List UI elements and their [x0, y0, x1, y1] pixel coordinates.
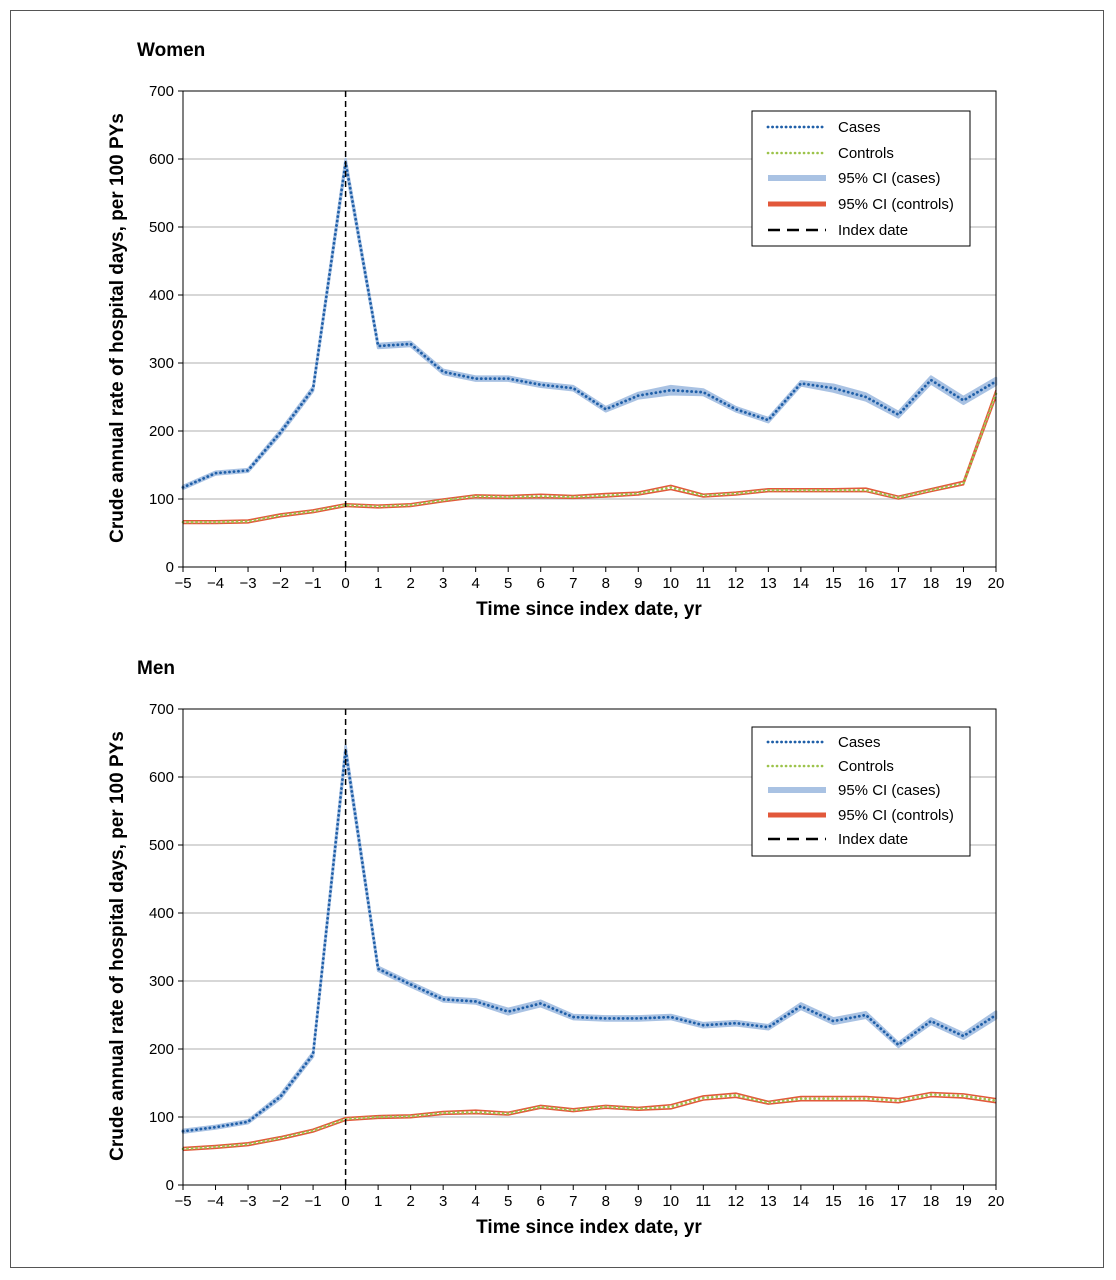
- controls-line: [183, 1095, 996, 1149]
- x-tick-label: 16: [858, 1193, 875, 1210]
- x-tick-label: 10: [662, 1193, 679, 1210]
- x-tick-label: 6: [537, 575, 545, 592]
- x-tick-label: 12: [727, 1193, 744, 1210]
- legend-label: Cases: [838, 119, 881, 136]
- x-tick-label: −2: [272, 575, 289, 592]
- controls-ci-upper-line: [183, 390, 996, 521]
- y-tick-label: 700: [149, 83, 174, 100]
- x-tick-label: 9: [634, 1193, 642, 1210]
- controls-line: [183, 394, 996, 523]
- y-tick-label: 0: [166, 559, 174, 576]
- x-tick-label: 13: [760, 575, 777, 592]
- x-tick-label: 11: [696, 1193, 712, 1210]
- x-tick-label: 4: [472, 1193, 480, 1210]
- x-tick-label: 0: [341, 575, 349, 592]
- x-tick-label: 4: [472, 575, 480, 592]
- x-tick-label: 9: [634, 575, 642, 592]
- x-tick-label: 7: [569, 575, 577, 592]
- panel-title: Men: [137, 658, 175, 679]
- controls-ci-lower-line: [183, 1097, 996, 1151]
- x-axis-ticks: −5−4−3−2−1012345678910111213141516171819…: [174, 567, 1004, 592]
- panel-men: Men 0100200300400500600700 −5−4−3−2−1012…: [107, 658, 1004, 1238]
- x-axis-title: Time since index date, yr: [476, 599, 702, 620]
- y-tick-label: 600: [149, 769, 174, 786]
- x-tick-label: 1: [374, 1193, 382, 1210]
- x-tick-label: 18: [923, 575, 940, 592]
- y-tick-label: 300: [149, 973, 174, 990]
- x-tick-label: 11: [696, 575, 712, 592]
- x-tick-label: 15: [825, 575, 842, 592]
- y-tick-label: 100: [149, 491, 174, 508]
- x-tick-label: 6: [537, 1193, 545, 1210]
- x-tick-label: 7: [569, 1193, 577, 1210]
- x-tick-label: −3: [239, 1193, 256, 1210]
- legend-label: 95% CI (controls): [838, 196, 954, 213]
- legend-label: Controls: [838, 758, 894, 775]
- x-tick-label: 16: [858, 575, 875, 592]
- legend: Cases Controls 95% CI (cases) 95% CI (contr…: [752, 727, 970, 856]
- x-tick-label: 20: [988, 1193, 1005, 1210]
- x-tick-label: −4: [207, 1193, 224, 1210]
- y-axis-ticks: 0 100 200 300 400 500 600 700: [149, 83, 183, 576]
- x-tick-label: 19: [955, 1193, 972, 1210]
- x-tick-label: 5: [504, 575, 512, 592]
- y-axis-ticks: 0 100 200 300 400 500 600 700: [149, 701, 183, 1194]
- panel-title: Women: [137, 40, 205, 61]
- x-tick-label: 3: [439, 1193, 447, 1210]
- x-tick-label: −1: [305, 1193, 322, 1210]
- y-tick-label: 0: [166, 1177, 174, 1194]
- y-tick-label: 600: [149, 151, 174, 168]
- x-tick-label: 17: [890, 1193, 907, 1210]
- x-tick-label: −5: [174, 575, 191, 592]
- legend-label: Index date: [838, 222, 908, 239]
- x-axis-ticks: −5−4−3−2−1012345678910111213141516171819…: [174, 1185, 1004, 1210]
- y-tick-label: 100: [149, 1109, 174, 1126]
- x-tick-label: 14: [793, 575, 810, 592]
- figure: Women 0100200300400500600700 −5−4−3−2−10…: [0, 0, 1116, 1280]
- x-tick-label: 3: [439, 575, 447, 592]
- x-tick-label: 18: [923, 1193, 940, 1210]
- x-tick-label: 2: [406, 1193, 414, 1210]
- x-tick-label: 19: [955, 575, 972, 592]
- y-tick-label: 500: [149, 837, 174, 854]
- x-axis-title: Time since index date, yr: [476, 1217, 702, 1238]
- y-tick-label: 300: [149, 355, 174, 372]
- x-tick-label: 14: [793, 1193, 810, 1210]
- legend-label: Index date: [838, 831, 908, 848]
- legend-label: Controls: [838, 145, 894, 162]
- x-tick-label: 5: [504, 1193, 512, 1210]
- y-tick-label: 400: [149, 287, 174, 304]
- x-tick-label: 12: [727, 575, 744, 592]
- x-tick-label: 8: [602, 1193, 610, 1210]
- x-tick-label: −5: [174, 1193, 191, 1210]
- x-tick-label: 8: [602, 575, 610, 592]
- x-tick-label: −3: [239, 575, 256, 592]
- y-tick-label: 200: [149, 423, 174, 440]
- controls-ci-lower-line: [183, 397, 996, 523]
- legend-label: 95% CI (cases): [838, 782, 941, 799]
- x-tick-label: 13: [760, 1193, 777, 1210]
- y-axis-title: Crude annual rate of hospital days, per …: [107, 731, 128, 1161]
- x-tick-label: 10: [662, 575, 679, 592]
- x-tick-label: −1: [305, 575, 322, 592]
- legend: Cases Controls 95% CI (cases) 95% CI (contr…: [752, 111, 970, 246]
- legend-label: Cases: [838, 734, 881, 751]
- y-tick-label: 500: [149, 219, 174, 236]
- x-tick-label: 1: [374, 575, 382, 592]
- y-axis-title: Crude annual rate of hospital days, per …: [107, 113, 128, 543]
- x-tick-label: 15: [825, 1193, 842, 1210]
- x-tick-label: 2: [406, 575, 414, 592]
- y-tick-label: 700: [149, 701, 174, 718]
- x-tick-label: 0: [341, 1193, 349, 1210]
- x-tick-label: −2: [272, 1193, 289, 1210]
- panel-women: Women 0100200300400500600700 −5−4−3−2−10…: [107, 40, 1004, 620]
- x-tick-label: 20: [988, 575, 1005, 592]
- x-tick-label: 17: [890, 575, 907, 592]
- legend-label: 95% CI (cases): [838, 170, 941, 187]
- x-tick-label: −4: [207, 575, 224, 592]
- y-tick-label: 400: [149, 905, 174, 922]
- y-tick-label: 200: [149, 1041, 174, 1058]
- legend-label: 95% CI (controls): [838, 807, 954, 824]
